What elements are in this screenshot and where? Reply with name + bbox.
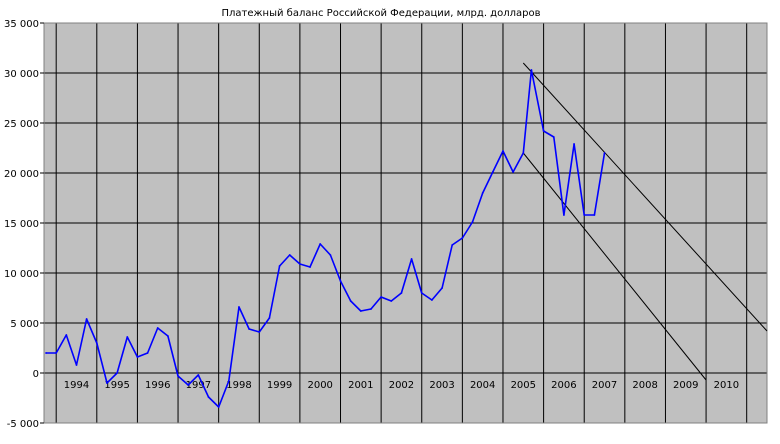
data-point xyxy=(359,310,362,312)
data-point xyxy=(420,292,423,294)
data-point xyxy=(370,308,372,310)
data-point xyxy=(55,352,58,354)
data-point xyxy=(491,171,494,173)
data-point xyxy=(451,244,454,246)
data-point xyxy=(238,306,240,308)
data-point xyxy=(441,287,443,289)
data-point xyxy=(593,214,596,216)
x-tick-label: 2006 xyxy=(551,380,576,391)
data-point xyxy=(502,150,504,152)
y-tick-label: 10 000 xyxy=(4,269,39,280)
x-tick-label: 2009 xyxy=(673,380,698,391)
data-point xyxy=(197,374,200,376)
grid xyxy=(43,22,768,424)
x-tick-label: 2002 xyxy=(389,380,414,391)
x-tick-label: 2003 xyxy=(429,380,454,391)
y-tick-label: 20 000 xyxy=(4,169,39,180)
data-point xyxy=(552,136,555,138)
data-point xyxy=(471,221,474,223)
x-axis: 1994 1995 1996 1997 1998 1999 2000 2001 2002 2003… xyxy=(64,380,739,391)
data-point xyxy=(319,243,322,245)
data-point xyxy=(217,406,220,408)
x-tick-label: 2005 xyxy=(511,380,536,391)
chart-title: Платежный баланс Российской Федерации, м… xyxy=(222,8,541,19)
data-point xyxy=(542,130,545,132)
data-point xyxy=(309,266,311,268)
series-line xyxy=(46,69,606,408)
data-point xyxy=(106,382,108,384)
data-point xyxy=(410,258,413,260)
data-point xyxy=(349,300,352,302)
data-point xyxy=(126,336,129,338)
x-tick-label: 1999 xyxy=(267,380,292,391)
data-point xyxy=(563,214,565,216)
x-tick-label: 1998 xyxy=(226,380,251,391)
series-group xyxy=(45,69,606,408)
y-tick-label: 15 000 xyxy=(4,219,39,230)
data-point xyxy=(380,296,383,298)
y-tick-label: 0 xyxy=(33,369,39,380)
x-tick-label: 2004 xyxy=(470,380,495,391)
x-tick-label: 1996 xyxy=(145,380,170,391)
data-point xyxy=(522,152,525,154)
data-point xyxy=(166,335,169,337)
data-point xyxy=(400,292,403,294)
data-point xyxy=(573,143,575,145)
data-point xyxy=(530,69,533,71)
x-tick-label: 2007 xyxy=(592,380,617,391)
data-point xyxy=(288,254,291,256)
trend-line xyxy=(522,152,707,381)
data-point xyxy=(187,384,190,386)
data-point xyxy=(278,265,281,267)
y-tick-label: 35 000 xyxy=(4,19,39,30)
trend-line xyxy=(522,62,768,332)
x-tick-label: 2010 xyxy=(714,380,739,391)
y-tick-label: 30 000 xyxy=(4,69,39,80)
data-point xyxy=(431,299,433,301)
data-point xyxy=(156,327,159,329)
data-point xyxy=(339,280,342,282)
data-point xyxy=(136,356,139,358)
data-point xyxy=(298,263,301,265)
data-point xyxy=(461,237,464,239)
data-point xyxy=(45,352,47,354)
y-tick-label: 5 000 xyxy=(10,319,39,330)
data-point xyxy=(390,300,393,302)
data-point xyxy=(95,342,98,344)
data-point xyxy=(227,380,230,382)
data-point xyxy=(481,192,484,194)
trend-lines xyxy=(522,62,768,381)
data-point xyxy=(583,214,586,216)
y-tick-label: 25 000 xyxy=(4,119,39,130)
data-point xyxy=(268,317,271,319)
x-tick-label: 2008 xyxy=(632,380,657,391)
data-point xyxy=(65,334,68,336)
x-tick-label: 1994 xyxy=(64,380,89,391)
data-point xyxy=(116,372,119,374)
data-point xyxy=(85,318,88,320)
data-point xyxy=(75,364,78,366)
x-tick-label: 1997 xyxy=(186,380,211,391)
data-point xyxy=(512,171,515,173)
y-tick-label: -5 000 xyxy=(7,419,39,430)
data-point xyxy=(248,328,251,330)
data-point xyxy=(258,331,261,333)
x-tick-label: 1995 xyxy=(104,380,129,391)
y-axis: -5 000 0 5 000 10 000 15 000 20 000 25 000 30 0… xyxy=(4,19,44,430)
data-point xyxy=(207,396,210,398)
data-point xyxy=(603,152,606,154)
data-point xyxy=(177,375,179,377)
x-tick-label: 2001 xyxy=(348,380,373,391)
data-point xyxy=(146,352,149,354)
x-tick-label: 2000 xyxy=(307,380,332,391)
data-point xyxy=(329,254,332,256)
